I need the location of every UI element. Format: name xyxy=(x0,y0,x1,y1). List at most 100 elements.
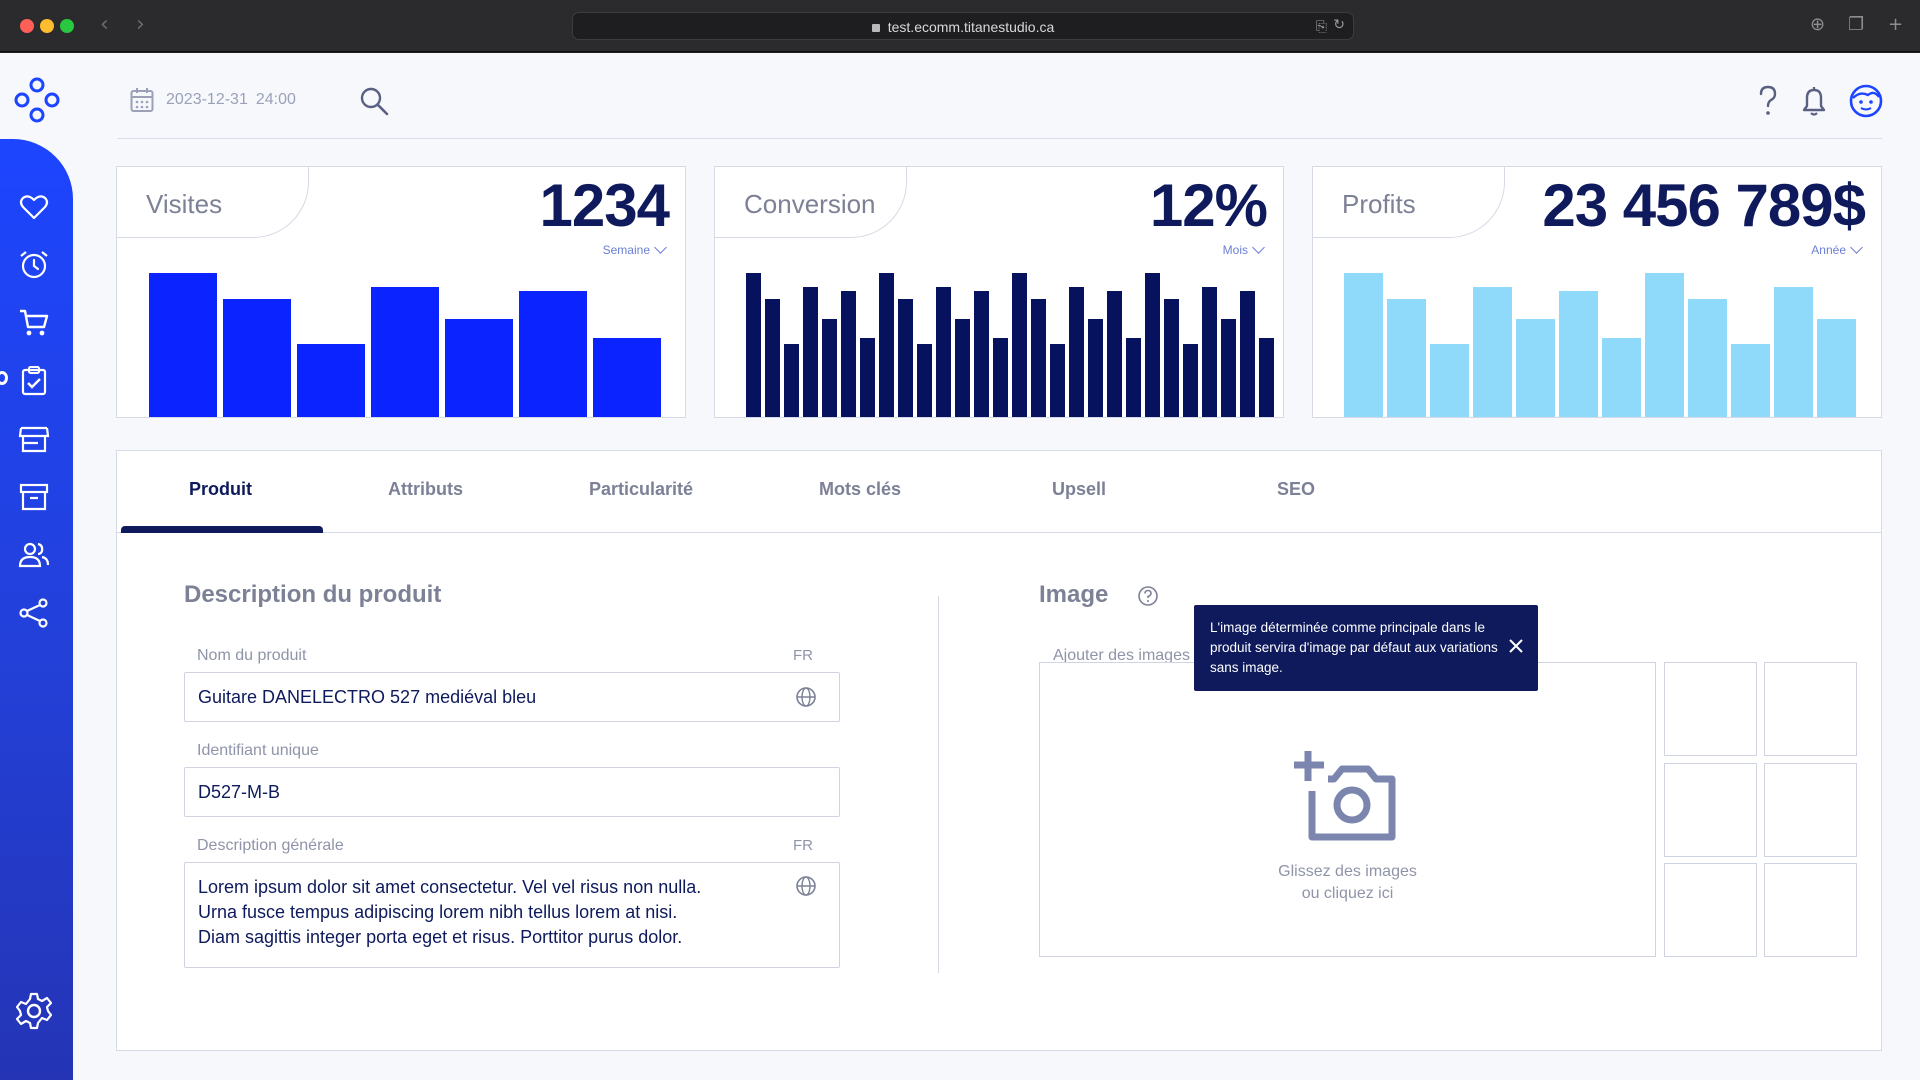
globe-icon[interactable] xyxy=(795,875,817,897)
chart-bar xyxy=(1259,338,1274,417)
image-dropzone[interactable]: Glissez des images ou cliquez ici xyxy=(1039,662,1656,957)
general-description-textarea[interactable]: Lorem ipsum dolor sit amet consectetur. … xyxy=(184,862,840,968)
close-icon[interactable] xyxy=(1508,638,1524,654)
translate-icon[interactable]: ⎘ xyxy=(1315,18,1327,34)
chart-bar xyxy=(1688,299,1727,417)
chart-bar xyxy=(1164,299,1179,417)
search-icon[interactable] xyxy=(358,85,390,117)
minimize-window-button[interactable] xyxy=(40,19,54,33)
general-description-lang: FR xyxy=(793,837,813,854)
tabs-overview-icon[interactable]: ❐ xyxy=(1848,14,1865,35)
tab-mots-cles[interactable]: Mots clés xyxy=(819,479,902,499)
alarm-clock-icon[interactable] xyxy=(18,249,50,281)
product-name-input[interactable]: Guitare DANELECTRO 527 mediéval bleu xyxy=(184,672,840,722)
calendar-icon xyxy=(130,88,154,112)
chart-bar xyxy=(1516,319,1555,417)
users-icon[interactable] xyxy=(18,539,50,571)
clipboard-check-icon[interactable] xyxy=(18,365,50,397)
help-icon[interactable] xyxy=(1750,83,1786,119)
dropzone-line: ou cliquez ici xyxy=(1301,885,1394,902)
product-panel: Produit Attributs Particularité Mots clé… xyxy=(116,450,1882,1051)
bell-icon[interactable] xyxy=(1796,83,1832,119)
chart-bar xyxy=(593,338,661,417)
chart-bar xyxy=(803,287,818,417)
tab-particularite[interactable]: Particularité xyxy=(589,479,694,499)
chart-bar xyxy=(223,299,291,417)
cart-icon[interactable] xyxy=(18,307,50,339)
new-tab-icon[interactable]: + xyxy=(1888,14,1904,35)
downloads-icon[interactable]: ⊕ xyxy=(1810,14,1826,35)
chart-bar xyxy=(1344,273,1383,417)
settings-icon[interactable] xyxy=(14,991,54,1031)
chart-bar xyxy=(860,338,875,417)
chart-bar xyxy=(1069,287,1084,417)
chart-bar xyxy=(1088,319,1103,417)
unique-id-input[interactable]: D527-M-B xyxy=(184,767,840,817)
reload-icon[interactable]: ↻ xyxy=(1333,17,1345,33)
chart-bar xyxy=(1559,291,1598,417)
image-thumbnail-slot[interactable] xyxy=(1764,662,1857,756)
description-line: Diam sagittis integer porta eget et risu… xyxy=(198,927,683,947)
period-dropdown[interactable]: Semaine xyxy=(603,241,667,257)
tab-bar: Produit Attributs Particularité Mots clé… xyxy=(117,451,1881,533)
product-name-label: Nom du produit xyxy=(197,647,307,664)
period-dropdown[interactable]: Mois xyxy=(1223,241,1265,257)
image-thumbnail-slot[interactable] xyxy=(1664,863,1757,957)
chart-bar xyxy=(936,287,951,417)
store-icon[interactable] xyxy=(18,423,50,455)
date-value: 2023-12-31 xyxy=(166,91,248,108)
chart-bar xyxy=(1031,299,1046,417)
profits-card: Profits 23 456 789$ Année xyxy=(1312,166,1882,418)
date-filter[interactable]: 2023-12-31 24:00 xyxy=(130,87,296,113)
card-label: Visites xyxy=(146,189,223,219)
chart-bar xyxy=(1387,299,1426,417)
card-label-tab xyxy=(715,167,907,238)
maximize-window-button[interactable] xyxy=(60,19,74,33)
chart-bar xyxy=(841,291,856,417)
sidebar xyxy=(0,139,73,1080)
chart-bar xyxy=(1817,319,1856,417)
add-photo-icon xyxy=(1294,751,1396,841)
image-thumbnail-slot[interactable] xyxy=(1764,863,1857,957)
share-icon[interactable] xyxy=(18,597,50,629)
visits-bar-chart xyxy=(149,273,661,417)
browser-toolbar: ‹ › test.ecomm.titanestudio.ca ⎘ ↻ ⊕ ❐ + xyxy=(0,0,1920,52)
user-avatar-icon[interactable] xyxy=(1848,83,1884,119)
tab-seo[interactable]: SEO xyxy=(1277,479,1316,499)
globe-icon[interactable] xyxy=(795,686,817,708)
chart-bar xyxy=(1050,344,1065,417)
chart-bar xyxy=(1774,287,1813,417)
image-thumbnail-slot[interactable] xyxy=(1664,662,1757,756)
tab-upsell[interactable]: Upsell xyxy=(1052,479,1107,499)
forward-arrow-icon[interactable]: › xyxy=(136,12,145,37)
address-bar[interactable]: test.ecomm.titanestudio.ca ⎘ ↻ xyxy=(572,12,1354,40)
app-logo-icon[interactable] xyxy=(14,77,60,123)
tooltip-text: L'image déterminée comme principale dans… xyxy=(1210,620,1498,675)
chevron-down-icon xyxy=(654,241,667,254)
tab-attributs[interactable]: Attributs xyxy=(388,479,463,499)
card-value: 23 456 789$ xyxy=(1542,172,1866,239)
help-circle-icon[interactable] xyxy=(1137,585,1159,607)
url-text: test.ecomm.titanestudio.ca xyxy=(887,19,1055,35)
period-dropdown[interactable]: Année xyxy=(1811,241,1863,257)
chart-bar xyxy=(1731,344,1770,417)
conversion-card: Conversion 12% Mois xyxy=(714,166,1284,418)
tab-produit[interactable]: Produit xyxy=(189,479,252,499)
chart-bar xyxy=(1202,287,1217,417)
heart-icon[interactable] xyxy=(18,191,50,223)
card-label: Profits xyxy=(1342,189,1416,219)
product-name-value: Guitare DANELECTRO 527 mediéval bleu xyxy=(198,687,537,707)
close-window-button[interactable] xyxy=(20,19,34,33)
image-thumbnail-slot[interactable] xyxy=(1764,763,1857,857)
archive-icon[interactable] xyxy=(18,481,50,513)
unique-id-label: Identifiant unique xyxy=(197,742,319,759)
conversion-bar-chart xyxy=(746,273,1274,417)
chart-bar xyxy=(445,319,513,417)
chart-bar xyxy=(149,273,217,417)
image-help-tooltip: L'image déterminée comme principale dans… xyxy=(1194,605,1538,691)
chart-bar xyxy=(1107,291,1122,417)
chart-bar xyxy=(974,291,989,417)
image-thumbnail-slot[interactable] xyxy=(1664,763,1757,857)
back-arrow-icon[interactable]: ‹ xyxy=(100,12,109,37)
description-title: Description du produit xyxy=(184,581,442,608)
